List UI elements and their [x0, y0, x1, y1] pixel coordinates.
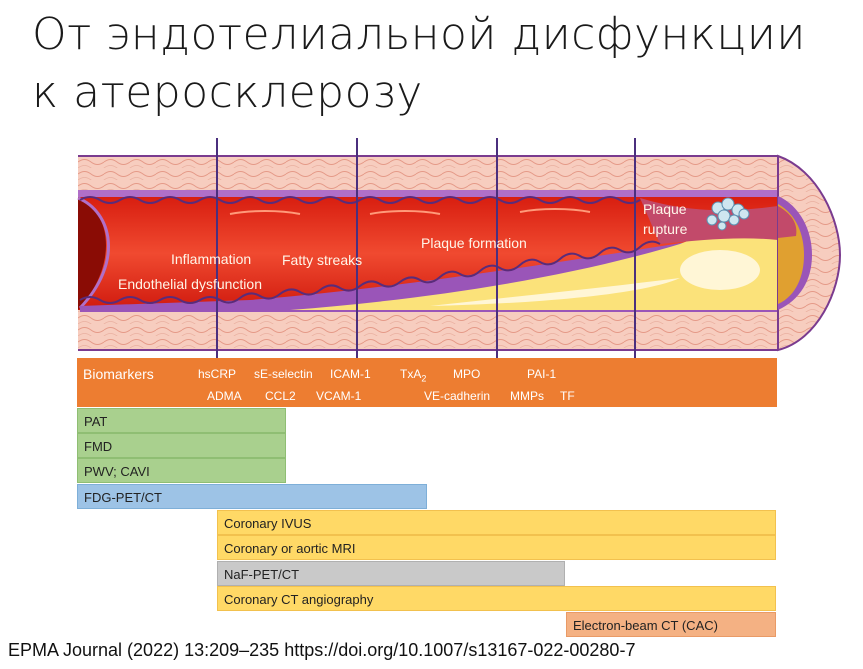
citation: EPMA Journal (2022) 13:209–235 https://d…: [8, 640, 636, 660]
stage-label-plaque-rupture-line2: rupture: [643, 221, 688, 237]
method-bar-fmd: FMD: [77, 433, 286, 458]
biomarker-txa2: TxA2: [400, 367, 426, 383]
artery-bottom-wall: [78, 308, 778, 350]
stage-label-endothelial-dysfunction: Endothelial dysfunction: [118, 276, 262, 292]
biomarker-tf: TF: [560, 389, 575, 403]
stage-label-plaque-formation: Plaque formation: [421, 235, 527, 251]
biomarkers-bar: Biomarkers hsCRP sE-selectin ICAM-1 TxA2…: [77, 358, 777, 407]
biomarker-txa2-subscript: 2: [421, 373, 427, 384]
stage-label-inflammation: Inflammation: [171, 251, 251, 267]
biomarker-vcam1: VCAM-1: [316, 389, 362, 403]
stage-dividers: [216, 138, 636, 360]
biomarker-se-selectin: sE-selectin: [254, 367, 313, 381]
stage-label-plaque-rupture-line1: Plaque: [643, 201, 687, 217]
biomarkers-label: Biomarkers: [83, 366, 154, 382]
biomarker-pai1: PAI-1: [527, 367, 557, 381]
method-bar-naf-pet: NaF-PET/CT: [217, 561, 565, 586]
method-bar-fdg-pet: FDG-PET/CT: [77, 484, 427, 509]
rupture-thrombus: [706, 197, 750, 231]
biomarker-hscrp: hsCRP: [198, 367, 237, 381]
artery-top-wall: [78, 156, 778, 196]
method-bar-coronary-ivus: Coronary IVUS: [217, 510, 776, 535]
biomarker-adma: ADMA: [207, 389, 242, 403]
artery-opening: [78, 197, 106, 310]
biomarker-mpo: MPO: [453, 367, 481, 381]
biomarker-ve-cadherin: VE-cadherin: [424, 389, 491, 403]
biomarker-ccl2: CCL2: [265, 389, 296, 403]
method-bar-coronary-cta: Coronary CT angiography: [217, 586, 776, 611]
method-bar-ebct: Electron-beam CT (CAC): [566, 612, 776, 637]
title-line-2: к атеросклерозу: [32, 67, 423, 118]
stage-label-fatty-streaks: Fatty streaks: [282, 252, 362, 268]
method-bar-pwv-cavi: PWV; CAVI: [77, 458, 286, 483]
title-line-1: От эндотелиальной дисфункции: [32, 9, 806, 60]
biomarker-icam1: ICAM-1: [330, 367, 371, 381]
method-bar-pat: PAT: [77, 408, 286, 433]
biomarker-txa2-base: TxA: [400, 367, 422, 381]
biomarker-mmps: MMPs: [510, 389, 544, 403]
method-bar-coronary-mri: Coronary or aortic MRI: [217, 535, 776, 560]
slide-title: От эндотелиальной дисфункции к атероскле…: [32, 6, 852, 122]
plaque: [290, 229, 778, 310]
